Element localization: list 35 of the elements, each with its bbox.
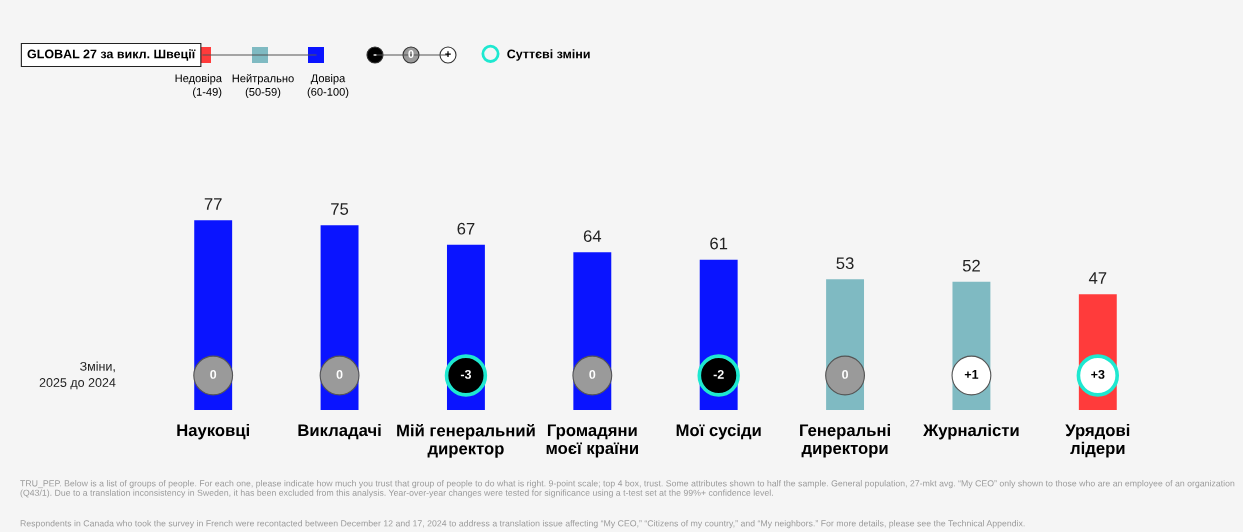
x-tick-label: Науковці [177,423,249,440]
data-label: 52 [962,259,980,272]
x-tick-label: Журналісти [923,423,1019,440]
annotation: -2 [713,370,724,379]
annotation: +3 [1091,370,1105,379]
text: TRU_PEP. Below is a list of groups of people. For each one, please indicate how much you trust that group of people to do what is right. 9-point scale; top 4 box, trust. Some attributes shown to half the sample. General population, 27-mkt avg. “My CEO” only shown to those who are an employee of an organization (Q43/1). Due to a translation inconsistency in Sweden, it has been excluded from this analysis. Year-over-year changes were tested for significance using a t-test set at the 99%+ confidence level. [20,480,1235,498]
legend-label: Суттєві зміни [507,49,590,61]
text: Respondents in Canada who took the survey in French were recontacted between December 12 and 17, 2024 to address a translation issue affecting “My CEO,” “Citizens of my country,” and “My neighbors.” For more details, please see the Technical Appendix. [20,520,1025,529]
x-tick-label: Мої сусіди [676,423,761,440]
data-label: 67 [457,222,475,235]
text: + [445,51,451,57]
data-label: 77 [204,198,222,210]
annotation: 0 [589,370,596,379]
annotation: 0 [336,370,343,379]
annotation: +1 [964,370,979,379]
x-tick-label: Мій генеральний директор [397,423,535,458]
annotation: 0 [842,370,849,379]
x-tick-label: Громадяни моєї країни [546,424,638,458]
annotation: 0 [210,370,217,379]
x-tick-label: Викладачі [298,423,381,440]
data-label: 53 [836,257,854,270]
x-tick-label: Генеральні директори [800,423,890,458]
data-label: 64 [583,230,602,243]
text: Довіра (60-100) [307,74,349,98]
text: GLOBAL 27 за викл. Швеції [27,49,196,61]
text: Недовіра (1-49) [175,74,222,98]
text: Нейтрально (50-59) [232,73,294,99]
data-label: 75 [331,203,349,215]
x-tick-label: Урядові лідери [1065,423,1130,458]
annotation: -3 [460,370,472,379]
text: 0 [408,50,414,58]
text: Зміни, 2025 до 2024 [39,361,116,390]
data-label: 47 [1088,272,1107,284]
text: - [373,54,377,56]
data-label: 61 [710,237,728,250]
